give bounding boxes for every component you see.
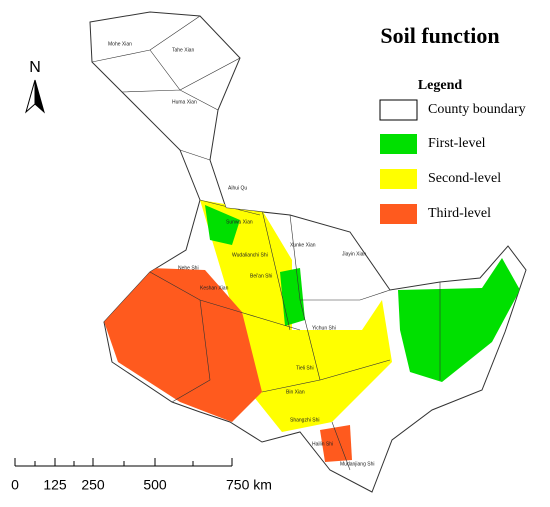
county-label: Xunke Xian [290,242,316,248]
legend-swatch [380,204,417,224]
legend-title: Legend [418,78,463,93]
first-level-area [280,268,305,326]
legend: Legend County boundary First-level Secon… [379,78,526,224]
county-label: Shangzhi Shi [290,417,319,423]
first-level-area [205,205,240,245]
county-label: Hailin Shi [312,441,333,447]
province [89,11,527,493]
county-label: Bin Xian [286,389,305,395]
county-label: Jiayin Xian [342,251,366,257]
first-level-area [398,258,520,382]
county-labels: Mohe Xian Tahe Xian Huma Xian Aihui Qu S… [108,41,374,467]
county-label: Mudanjiang Shi [340,461,374,467]
legend-label: First-level [428,136,486,151]
map-title: Soil function [380,23,499,48]
county-label: Yichun Shi [312,325,336,331]
legend-swatch [379,99,418,121]
county-label: Huma Xian [172,99,197,105]
county-label: Tahe Xian [172,47,194,53]
scale-label: 750 km [226,477,272,493]
north-arrow: N [25,59,45,114]
north-label: N [29,59,41,76]
scale-label: 500 [143,477,167,493]
legend-label: Second-level [428,171,501,186]
county-label: Bei'an Shi [250,273,272,279]
third-level-area [320,425,352,462]
county-label: Tieli Shi [296,365,314,371]
scale-label: 125 [43,477,67,493]
scale-label: 250 [81,477,105,493]
county-label: Sunwu Xian [226,219,253,225]
county-label: Wudalianchi Shi [232,252,268,258]
legend-swatch [380,134,417,154]
scale-bar [14,458,233,467]
legend-swatch [380,169,417,189]
county-label: Mohe Xian [108,41,132,47]
county-label: Aihui Qu [228,185,247,191]
legend-label: County boundary [428,102,526,117]
county-label: Nehe Shi [178,265,199,271]
scale-labels: 0 125 250 500 750 km [11,477,272,493]
county-label: Keshan Xian [200,285,229,291]
scale-label: 0 [11,477,19,493]
legend-label: Third-level [428,206,491,221]
